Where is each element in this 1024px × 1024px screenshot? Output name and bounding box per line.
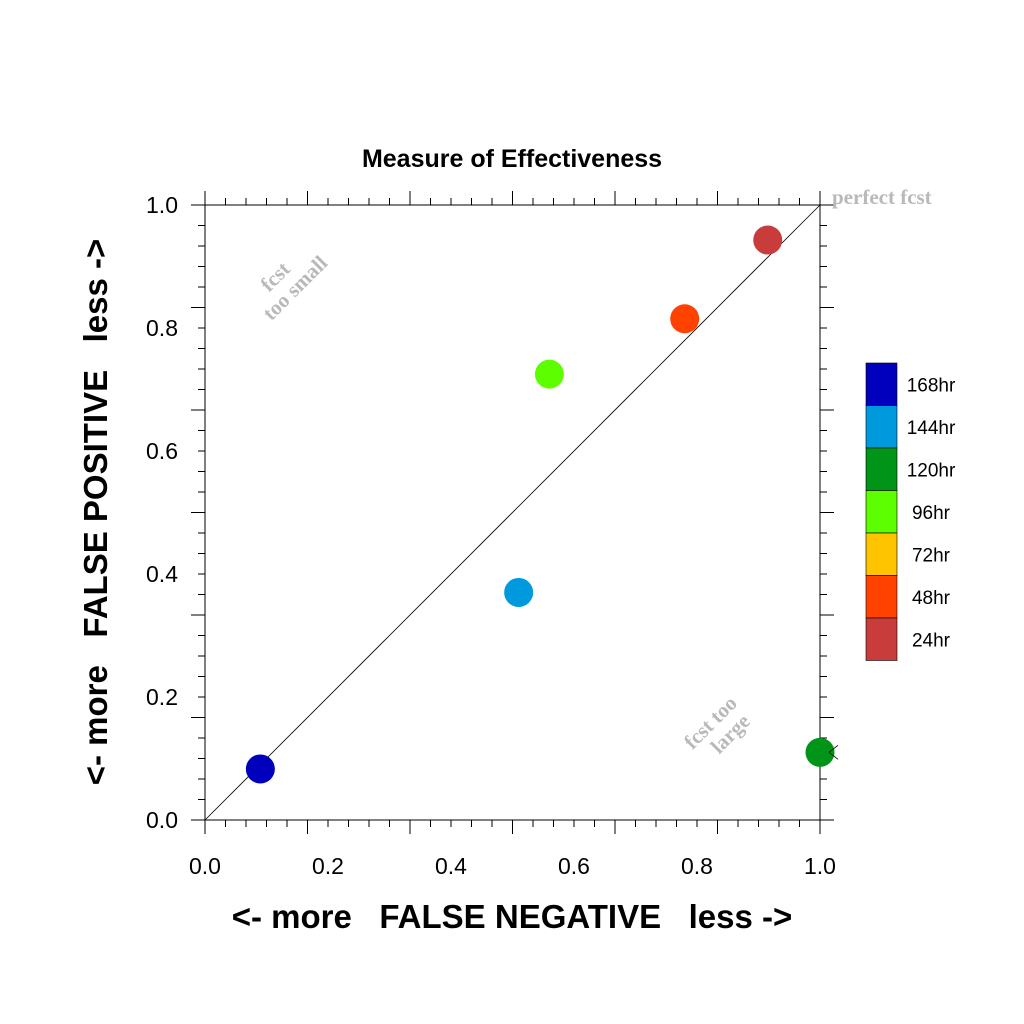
legend: 168hr 144hr 120hr 96hr 72hr 48hr 24hr: [865, 362, 956, 661]
x-tick-label: 0.2: [312, 853, 344, 879]
legend-label-168hr: 168hr: [907, 375, 956, 396]
legend-swatch-48hr: [865, 575, 898, 619]
x-axis-title: <- more FALSE NEGATIVE less ->: [232, 898, 793, 935]
data-point-24hr: [753, 225, 783, 255]
data-point-96hr: [534, 359, 564, 389]
data-points: [245, 225, 839, 784]
legend-label-144hr: 144hr: [907, 418, 956, 439]
y-tick-label: 1.0: [146, 192, 178, 218]
data-point-120hr: [805, 737, 835, 767]
y-tick-label: 0.8: [146, 315, 178, 341]
legend-label-48hr: 48hr: [912, 588, 951, 609]
data-point-168hr: [245, 754, 275, 784]
x-tick-label: 0.4: [435, 853, 467, 879]
legend-swatch-96hr: [865, 490, 898, 534]
axis-ticks: [191, 191, 834, 834]
legend-swatch-24hr: [865, 617, 898, 661]
annotation-perfect-fcst: perfect fcst: [832, 185, 932, 209]
x-tick-label: 0.0: [189, 853, 221, 879]
axis-tick-labels: 0.0 0.2 0.4 0.6 0.8 1.0 0.0 0.2 0.4 0.6 0.8 1.0: [146, 192, 836, 879]
legend-label-96hr: 96hr: [912, 503, 951, 524]
perfect-forecast-diagonal: [204, 204, 821, 821]
legend-label-72hr: 72hr: [912, 545, 951, 566]
legend-label-24hr: 24hr: [912, 630, 951, 651]
legend-label-120hr: 120hr: [907, 460, 956, 481]
data-point-48hr: [670, 304, 700, 334]
y-tick-label: 0.2: [146, 684, 178, 710]
y-tick-label: 0.4: [146, 561, 178, 587]
legend-swatch-120hr: [865, 447, 898, 491]
annotation-fcst-too-large: fcst too large: [679, 691, 755, 758]
y-tick-label: 0.0: [146, 807, 178, 833]
legend-swatch-72hr: [865, 532, 898, 576]
y-tick-label: 0.6: [146, 438, 178, 464]
x-tick-label: 1.0: [804, 853, 836, 879]
x-tick-label: 0.8: [681, 853, 713, 879]
annotation-fcst-too-small: fcst too small: [256, 251, 333, 325]
x-tick-label: 0.6: [558, 853, 590, 879]
legend-swatch-144hr: [865, 405, 898, 449]
legend-swatch-168hr: [865, 362, 898, 406]
chart-title: Measure of Effectiveness: [362, 145, 662, 173]
y-axis-title: <- more FALSE POSITIVE less ->: [77, 239, 114, 786]
data-point-144hr: [504, 577, 534, 607]
edge-marker: [828, 745, 839, 760]
